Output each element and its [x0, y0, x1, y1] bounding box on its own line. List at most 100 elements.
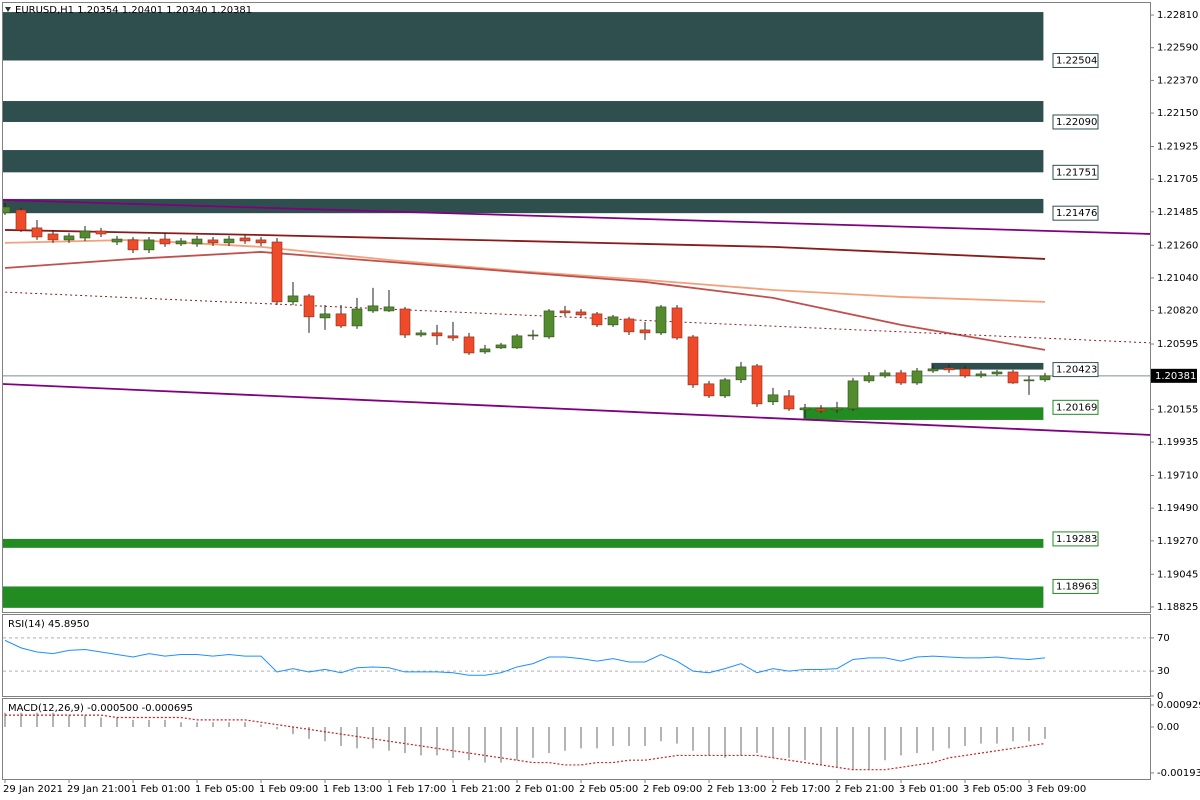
y-tick-label: 1.22370 [1157, 75, 1198, 86]
zone-label-box [1052, 164, 1099, 180]
x-tick-label: 3 Feb 05:00 [963, 784, 1022, 795]
zone-label: 1.20169 [1056, 402, 1097, 413]
zone-label: 1.18963 [1056, 581, 1097, 592]
candle-body [207, 239, 219, 244]
y-tick-label: 1.21925 [1157, 141, 1198, 152]
y-tick-label: 1.19270 [1157, 536, 1198, 547]
candle-body [415, 332, 427, 336]
y-tick-label: 1.19935 [1157, 437, 1198, 448]
zone [3, 12, 1044, 61]
rsi-line [4, 639, 1046, 676]
zone [3, 586, 1044, 608]
menu-arrow [5, 7, 11, 12]
overlay-line [4, 239, 1046, 303]
candle-body [1007, 371, 1019, 384]
x-tick-label: 3 Feb 01:00 [899, 784, 958, 795]
candle-body [719, 379, 731, 397]
rsi-frame [2, 614, 1151, 697]
y-tick-label: 1.20595 [1157, 339, 1198, 350]
candle-body [1039, 375, 1051, 381]
candle-body [255, 239, 267, 244]
x-tick-label: 1 Feb 21:00 [451, 784, 510, 795]
zone-label-box [1052, 205, 1099, 221]
candle-body [383, 306, 395, 312]
zone [3, 101, 1044, 122]
y-tick-label: 1.19490 [1157, 503, 1198, 514]
candle-body [479, 348, 491, 353]
candle-body [463, 336, 475, 354]
zone-label-box [1052, 531, 1099, 547]
y-tick-label: 1.21040 [1157, 273, 1198, 284]
x-tick-label: 2 Feb 21:00 [835, 784, 894, 795]
candle-body [351, 308, 363, 327]
signal-line [5, 714, 1046, 771]
candle-body [47, 233, 59, 241]
candle-body [223, 238, 235, 244]
candle-body [367, 305, 379, 312]
zone-label: 1.22090 [1056, 117, 1097, 128]
y-tick-label: 0.00 [1157, 722, 1179, 733]
candle-body [703, 383, 715, 397]
zone-label: 1.19283 [1056, 534, 1097, 545]
rsi-title: RSI(14) 45.8950 [8, 619, 89, 630]
macd-frame [2, 698, 1151, 780]
zone [931, 362, 1044, 370]
candle-body [527, 334, 539, 337]
candle-body [767, 394, 779, 403]
candle-body [735, 366, 747, 381]
candle-body [239, 237, 251, 242]
main-plot [3, 12, 1150, 608]
x-tick-label: 3 Feb 09:00 [1027, 784, 1086, 795]
x-tick-label: 2 Feb 05:00 [579, 784, 638, 795]
candle-body [687, 336, 699, 386]
candle-body [927, 368, 939, 372]
candle-body [335, 313, 347, 327]
zone [3, 538, 1044, 548]
candle-body [543, 310, 555, 338]
candle-body [127, 239, 139, 251]
candle-body [959, 368, 971, 377]
y-tick-label: 0 [1157, 691, 1163, 702]
overlay-line [4, 251, 1046, 351]
candle-body [991, 371, 1003, 375]
x-tick-label: 29 Jan 2021 [3, 784, 63, 795]
candle-body [575, 311, 587, 316]
y-tick-label: 1.21485 [1157, 207, 1198, 218]
zone-label: 1.22504 [1056, 55, 1097, 66]
candle-body [143, 239, 155, 251]
candle-body [287, 295, 299, 303]
x-tick-label: 29 Jan 21:00 [67, 784, 130, 795]
y-tick-label: 1.21705 [1157, 174, 1198, 185]
zone-label-box [1052, 578, 1099, 594]
x-tick-label: 1 Feb 13:00 [323, 784, 382, 795]
macd-plot [4, 712, 1046, 771]
candle-body [319, 313, 331, 319]
x-tick-label: 1 Feb 01:00 [131, 784, 190, 795]
x-tick-label: 1 Feb 09:00 [259, 784, 318, 795]
zone-label-box [1052, 399, 1099, 415]
candle-body [671, 307, 683, 339]
overlay-line [3, 383, 1150, 436]
y-tick-label: 1.22590 [1157, 43, 1198, 54]
y-tick-label: 1.19045 [1157, 569, 1198, 580]
candle-body [751, 365, 763, 405]
candle-body [111, 238, 123, 243]
candle-body [623, 318, 635, 333]
y-tick-label: 30 [1157, 666, 1170, 677]
candle-body [63, 235, 75, 241]
candle-body [95, 230, 107, 235]
candle-body [607, 316, 619, 326]
x-tick-label: 1 Feb 05:00 [195, 784, 254, 795]
x-tick-label: 2 Feb 01:00 [515, 784, 574, 795]
rsi-plot [3, 637, 1150, 676]
y-tick-label: 1.22810 [1157, 10, 1198, 21]
candle-body [815, 408, 827, 412]
zone-label-box [1052, 52, 1099, 68]
current-price-box [1151, 368, 1197, 383]
y-tick-label: 1.21260 [1157, 240, 1198, 251]
y-tick-label: 1.19710 [1157, 470, 1198, 481]
candle-body [591, 313, 603, 326]
candle-body [271, 241, 283, 303]
zone [3, 198, 1044, 214]
